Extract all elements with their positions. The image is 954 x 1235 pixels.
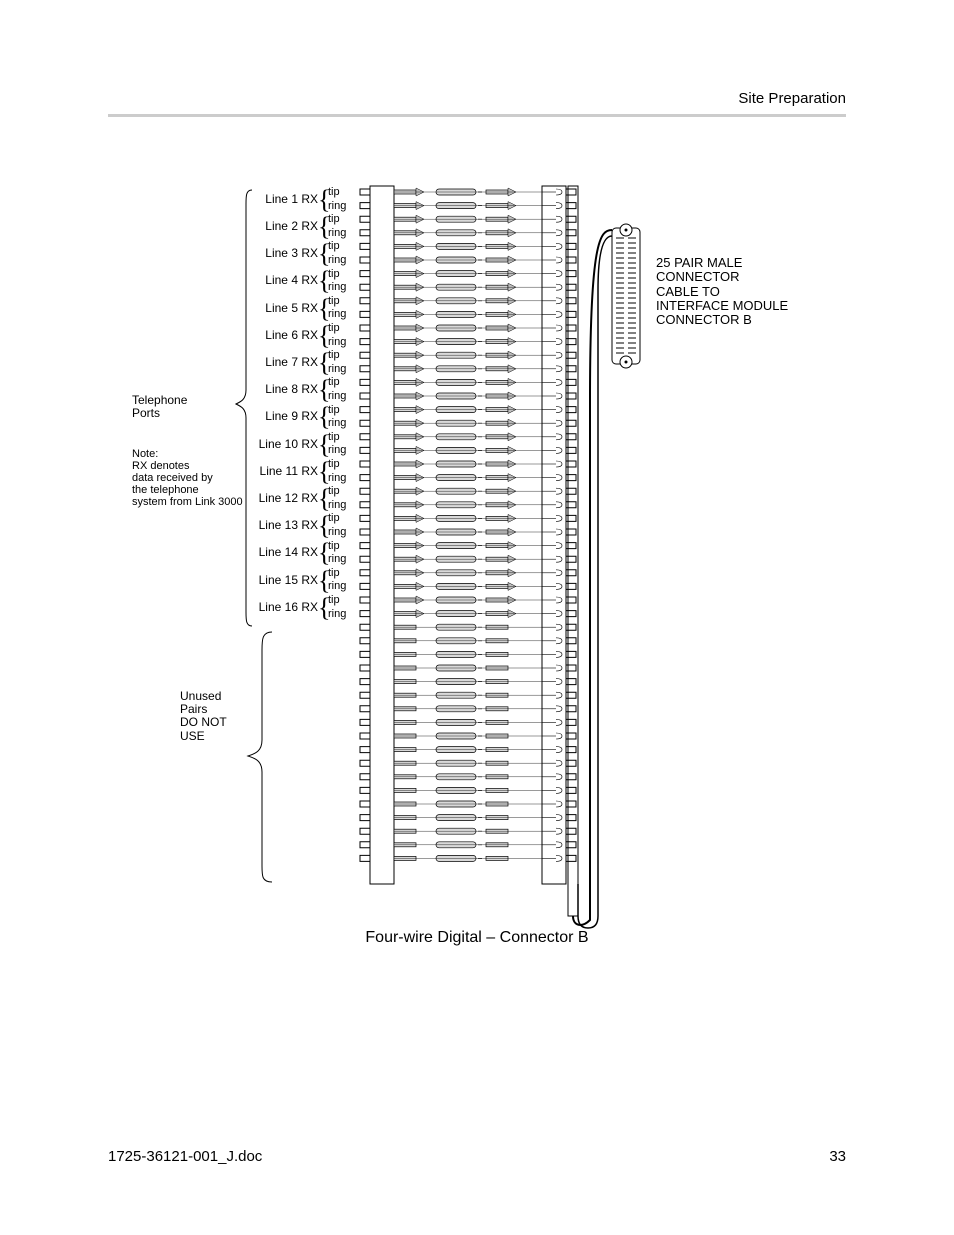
tip-label: tip [328,540,340,552]
ring-label: ring [328,580,346,592]
page-header: Site Preparation [108,90,846,107]
tip-label: tip [328,268,340,280]
ring-label: ring [328,390,346,402]
tip-label: tip [328,376,340,388]
line-label: Line 2 RX [254,219,318,233]
line-label: Line 7 RX [254,355,318,369]
figure-caption: Four-wire Digital – Connector B [0,929,954,947]
ring-label: ring [328,499,346,511]
line-label: Line 11 RX [254,464,318,478]
line-label: Line 1 RX [254,192,318,206]
tip-label: tip [328,240,340,252]
footer-page-number: 33 [829,1148,846,1165]
tip-label: tip [328,295,340,307]
wiring-diagram: Telephone Ports Note: RX denotes data re… [0,180,954,940]
tip-label: tip [328,186,340,198]
tip-label: tip [328,594,340,606]
line-label: Line 14 RX [254,545,318,559]
tip-label: tip [328,213,340,225]
ring-label: ring [328,308,346,320]
ring-label: ring [328,227,346,239]
line-label: Line 9 RX [254,409,318,423]
line-label: Line 16 RX [254,600,318,614]
line-label: Line 10 RX [254,437,318,451]
ring-label: ring [328,254,346,266]
line-label: Line 4 RX [254,273,318,287]
tip-label: tip [328,322,340,334]
line-label: Line 15 RX [254,573,318,587]
ring-label: ring [328,417,346,429]
line-label: Line 5 RX [254,301,318,315]
line-label: Line 8 RX [254,382,318,396]
tip-label: tip [328,349,340,361]
ring-label: ring [328,336,346,348]
tip-label: tip [328,458,340,470]
ring-label: ring [328,444,346,456]
connector-icon [612,224,640,368]
tip-label: tip [328,512,340,524]
header-rule [108,114,846,117]
line-label: Line 3 RX [254,246,318,260]
page: Site Preparation Telephone Ports Note: R… [0,0,954,1235]
tip-label: tip [328,485,340,497]
ring-label: ring [328,281,346,293]
footer-doc-name: 1725-36121-001_J.doc [108,1148,262,1165]
diagram-svg [0,180,954,940]
tip-label: tip [328,404,340,416]
ring-label: ring [328,608,346,620]
tip-label: tip [328,431,340,443]
ring-label: ring [328,363,346,375]
ring-label: ring [328,526,346,538]
ring-label: ring [328,200,346,212]
ring-label: ring [328,472,346,484]
line-label: Line 12 RX [254,491,318,505]
line-label: Line 6 RX [254,328,318,342]
line-label: Line 13 RX [254,518,318,532]
ring-label: ring [328,553,346,565]
tip-label: tip [328,567,340,579]
